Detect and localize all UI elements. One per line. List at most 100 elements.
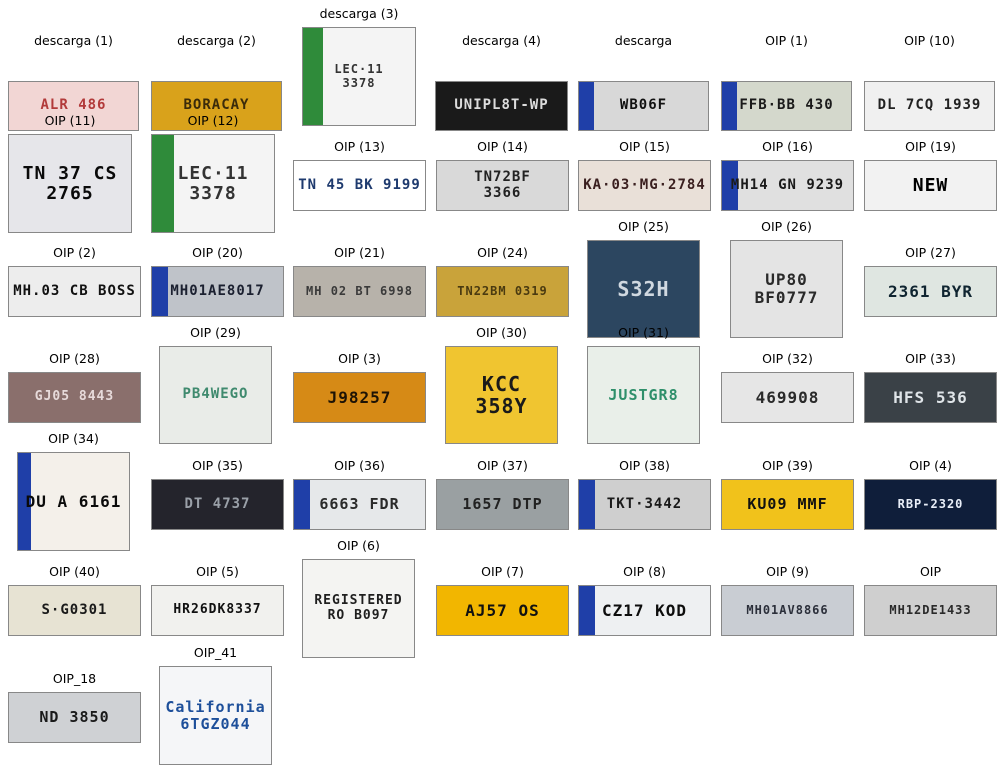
image-caption: descarga [614,33,673,48]
plate-stripe [152,135,174,232]
image-tile: OIP (20) MH01AE8017 [151,245,284,317]
image-tile: OIP (7) AJ57 OS [436,564,569,636]
image-caption: OIP_41 [193,645,238,660]
image-tile: OIP (5) HR26DK8337 [151,564,284,636]
license-plate-image: KA·03·MG·2784 [578,160,711,211]
image-caption: OIP (29) [190,325,241,340]
image-tile: OIP (6) REGISTERED RO B097 [302,538,415,658]
image-tile: OIP (30) KCC 358Y [445,325,558,444]
plate-text: 6663 FDR [319,495,400,514]
plate-text: GJ05 8443 [34,389,115,405]
image-caption: descarga (4) [462,33,541,48]
plate-text: DL 7CQ 1939 [877,97,982,114]
image-caption: OIP (26) [761,219,812,234]
image-tile: descarga (1) ALR 486 [8,33,139,131]
plate-text: KU09 MMF [747,495,828,514]
eu-band [722,161,738,210]
image-caption: OIP (19) [905,139,956,154]
image-tile: OIP (24) TN22BM 0319 [436,245,569,317]
image-tile: OIP (1) FFB·BB 430 [721,33,852,131]
image-tile: OIP (31) JUSTGR8 [587,325,700,444]
eu-band [18,453,32,550]
license-plate-image: MH14 GN 9239 [721,160,854,211]
license-plate-image: ALR 486 [8,81,139,131]
image-tile: OIP (16) MH14 GN 9239 [721,139,854,211]
plate-text: California 6TGZ044 [165,698,266,733]
image-tile: OIP (13) TN 45 BK 9199 [293,139,426,211]
image-tile: OIP (2) MH.03 CB BOSS [8,245,141,317]
image-tile: OIP (33) HFS 536 [864,351,997,423]
license-plate-image: GJ05 8443 [8,372,141,423]
image-caption: OIP (33) [905,351,956,366]
plate-text: NEW [912,174,949,196]
image-caption: OIP (25) [618,219,669,234]
license-plate-image: TN 37 CS 2765 [8,134,132,233]
image-tile: OIP (25) S32H [587,219,700,338]
plate-text: TN72BF 3366 [474,169,531,201]
image-tile: OIP (9) MH01AV8866 [721,564,854,636]
plate-text: 2361 BYR [887,281,974,301]
license-plate-image: REGISTERED RO B097 [302,559,415,658]
image-tile: OIP (37) 1657 DTP [436,458,569,530]
license-plate-image: TKT·3442 [578,479,711,530]
plate-text: LEC·11 3378 [334,62,384,90]
plate-text: HFS 536 [893,387,968,407]
image-tile: descarga (4) UNIPL8T-WP [435,33,568,131]
plate-text: TKT·3442 [606,495,683,512]
plate-text: MH 02 BT 6998 [306,283,413,298]
image-tile: OIP (38) TKT·3442 [578,458,711,530]
image-tile: OIP_18 ND 3850 [8,671,141,743]
eu-band [152,267,168,316]
license-plate-image: S32H [587,240,700,338]
plate-text: HR26DK8337 [173,602,262,618]
image-caption: descarga (1) [34,33,113,48]
plate-text: 469908 [755,387,820,407]
image-caption: OIP (1) [765,33,808,48]
license-plate-image: 1657 DTP [436,479,569,530]
license-plate-image: LEC·11 3378 [151,134,275,233]
image-caption: OIP (7) [481,564,524,579]
license-plate-image: DL 7CQ 1939 [864,81,995,131]
license-plate-image: S·G0301 [8,585,141,636]
plate-text: TN 37 CS 2765 [22,162,118,204]
license-plate-image: HFS 536 [864,372,997,423]
license-plate-image: RBP-2320 [864,479,997,530]
plate-text: FFB·BB 430 [739,97,834,114]
image-tile: OIP (15) KA·03·MG·2784 [578,139,711,211]
image-caption: OIP (6) [337,538,380,553]
image-tile: OIP (29) PB4WEGO [159,325,272,444]
plate-text: UP80 BF0777 [754,270,819,307]
license-plate-image: NEW [864,160,997,211]
image-tile: OIP (10) DL 7CQ 1939 [864,33,995,131]
plate-text: MH12DE1433 [889,602,972,617]
license-plate-image: KCC 358Y [445,346,558,444]
license-plate-image: TN72BF 3366 [436,160,569,211]
image-tile: descarga WB06F [578,33,709,131]
plate-text: PB4WEGO [182,386,249,403]
plate-text: S·G0301 [41,601,108,618]
eu-band [722,82,738,130]
image-caption: OIP (12) [187,113,239,128]
image-caption: OIP (24) [477,245,528,260]
image-caption: OIP [919,564,942,579]
image-tile: OIP (39) KU09 MMF [721,458,854,530]
image-caption: OIP (27) [905,245,956,260]
license-plate-image: HR26DK8337 [151,585,284,636]
license-plate-image: J98257 [293,372,426,423]
image-caption: OIP (9) [766,564,809,579]
image-caption: OIP (38) [619,458,670,473]
eu-band [579,480,595,529]
image-caption: OIP (5) [196,564,239,579]
image-tile: OIP (19) NEW [864,139,997,211]
plate-text: BORACAY [183,97,250,114]
plate-text: KA·03·MG·2784 [583,176,706,193]
plate-text: MH14 GN 9239 [730,176,845,193]
license-plate-image: MH.03 CB BOSS [8,266,141,317]
image-tile: OIP (40) S·G0301 [8,564,141,636]
image-tile: OIP (28) GJ05 8443 [8,351,141,423]
plate-text: KCC 358Y [475,372,528,418]
plate-text: J98257 [327,387,392,407]
license-plate-image: MH12DE1433 [864,585,997,636]
plate-text: ALR 486 [40,97,107,114]
eu-band [579,586,595,635]
